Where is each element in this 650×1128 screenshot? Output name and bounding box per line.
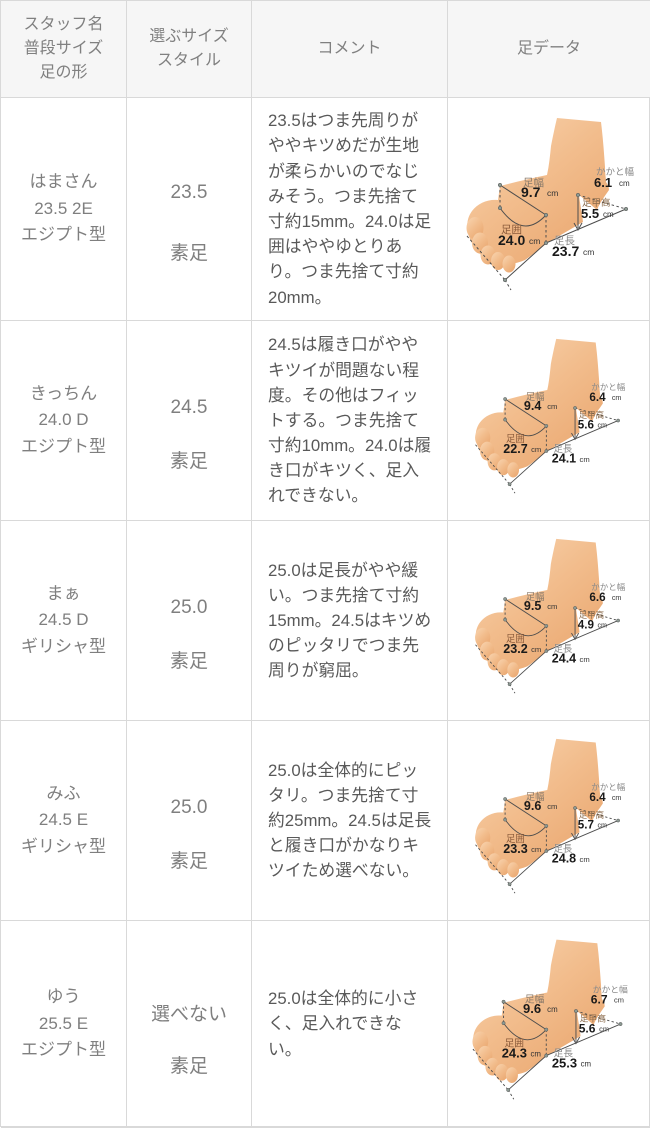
svg-text:cm: cm <box>583 247 594 257</box>
svg-text:6.4: 6.4 <box>589 391 606 404</box>
svg-text:cm: cm <box>530 1050 541 1059</box>
svg-text:23.7: 23.7 <box>552 243 579 259</box>
svg-text:cm: cm <box>597 622 607 630</box>
svg-text:6.7: 6.7 <box>591 993 608 1007</box>
svg-text:cm: cm <box>597 822 607 830</box>
svg-text:cm: cm <box>547 802 557 811</box>
svg-text:9.5: 9.5 <box>524 599 541 613</box>
svg-text:cm: cm <box>599 1024 609 1033</box>
svg-text:9.7: 9.7 <box>521 184 541 200</box>
svg-text:cm: cm <box>531 445 541 454</box>
svg-text:24.1: 24.1 <box>552 452 576 466</box>
svg-text:cm: cm <box>612 794 622 802</box>
svg-text:5.7: 5.7 <box>578 819 594 832</box>
svg-text:25.3: 25.3 <box>552 1056 577 1071</box>
svg-text:cm: cm <box>547 188 558 198</box>
svg-text:9.4: 9.4 <box>524 399 541 413</box>
svg-text:cm: cm <box>581 1060 592 1069</box>
svg-text:5.5: 5.5 <box>581 206 599 221</box>
svg-text:24.8: 24.8 <box>552 852 576 866</box>
svg-text:24.4: 24.4 <box>552 652 576 666</box>
svg-text:cm: cm <box>614 996 624 1005</box>
svg-text:23.2: 23.2 <box>503 642 527 656</box>
svg-text:cm: cm <box>580 655 590 664</box>
svg-text:22.7: 22.7 <box>503 442 527 456</box>
svg-text:cm: cm <box>547 602 557 611</box>
svg-text:6.1: 6.1 <box>594 175 612 190</box>
svg-text:cm: cm <box>612 394 622 402</box>
svg-text:cm: cm <box>531 845 541 854</box>
svg-text:5.6: 5.6 <box>578 419 595 432</box>
svg-text:cm: cm <box>580 455 590 464</box>
svg-text:cm: cm <box>547 1005 558 1014</box>
svg-text:cm: cm <box>531 645 541 654</box>
svg-text:cm: cm <box>529 236 540 246</box>
svg-text:24.0: 24.0 <box>498 232 525 248</box>
svg-text:cm: cm <box>580 855 590 864</box>
svg-text:cm: cm <box>612 594 622 602</box>
svg-text:cm: cm <box>597 422 607 430</box>
svg-text:24.3: 24.3 <box>502 1045 527 1060</box>
svg-text:6.6: 6.6 <box>589 591 606 604</box>
svg-text:cm: cm <box>547 402 557 411</box>
svg-text:cm: cm <box>619 179 630 188</box>
svg-text:9.6: 9.6 <box>524 799 541 813</box>
svg-text:4.9: 4.9 <box>578 619 595 632</box>
svg-text:23.3: 23.3 <box>503 842 527 856</box>
svg-text:6.4: 6.4 <box>589 791 606 804</box>
svg-text:9.6: 9.6 <box>523 1001 541 1016</box>
svg-text:cm: cm <box>603 210 614 219</box>
svg-text:5.6: 5.6 <box>579 1021 596 1035</box>
